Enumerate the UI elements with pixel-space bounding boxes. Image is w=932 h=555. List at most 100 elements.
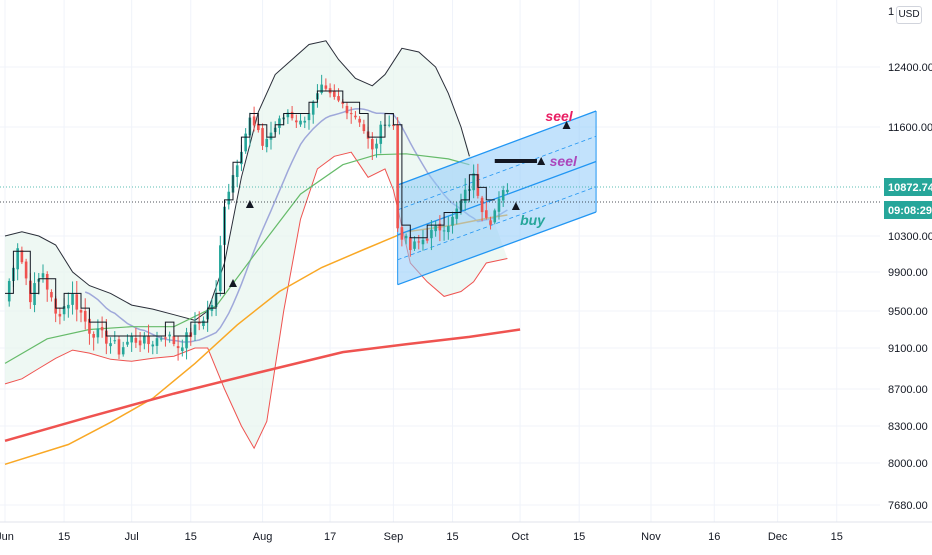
candle-body — [67, 304, 70, 309]
candle-body — [371, 138, 374, 150]
candle-body — [506, 189, 509, 193]
candle-body — [417, 241, 421, 243]
candle-body — [168, 334, 171, 337]
candle-body — [269, 132, 273, 140]
y-tick-label: 8700.00 — [888, 384, 928, 396]
signal-marker-2 — [228, 279, 237, 287]
channel-quarter-lower — [397, 186, 597, 261]
channel-mid — [397, 160, 597, 236]
step-trend-line — [5, 90, 495, 337]
candle-body — [497, 198, 501, 212]
candle-body — [413, 241, 416, 249]
candle-body — [20, 250, 24, 263]
candle-body — [257, 123, 260, 131]
candle-body — [181, 347, 184, 351]
annotation-seel-mid: seel — [550, 153, 578, 169]
candle-body — [375, 143, 378, 149]
candle-body — [7, 280, 11, 302]
candle-body — [41, 273, 45, 278]
candle-body — [159, 338, 163, 340]
y-tick-label: 12400.00 — [888, 62, 932, 74]
candle-body — [75, 294, 79, 310]
candle-body — [299, 120, 302, 125]
candle-body — [265, 138, 269, 148]
candle-body — [387, 124, 391, 126]
candle-body — [286, 112, 290, 118]
candle-body — [400, 227, 404, 240]
candle-body — [109, 343, 112, 347]
candle-body — [126, 341, 129, 345]
candle-body — [421, 239, 425, 245]
candle-body — [501, 190, 505, 201]
candle-body — [113, 340, 117, 342]
candle-body — [455, 208, 459, 219]
candle-body — [235, 165, 239, 177]
channel-lower — [397, 211, 597, 286]
candle-body — [58, 313, 62, 317]
candle-body — [307, 113, 311, 121]
x-tick-label: Jun — [0, 531, 14, 543]
candle-body — [50, 292, 53, 298]
candle-body — [349, 113, 353, 115]
candle-body — [493, 210, 497, 223]
candle-body — [480, 197, 484, 213]
candle-body — [438, 223, 442, 231]
signal-marker-1 — [245, 200, 254, 208]
candle-body — [79, 310, 83, 313]
candle-body — [197, 322, 201, 324]
candle-body — [442, 230, 446, 232]
candle-body — [345, 105, 349, 114]
y-tick-label: 7680.00 — [888, 500, 928, 512]
candle-body — [252, 116, 256, 126]
candle-body — [83, 310, 87, 322]
x-tick-label: Nov — [641, 531, 661, 543]
candle-body — [100, 327, 104, 331]
candle-body — [362, 124, 366, 132]
x-tick-label: 15 — [446, 531, 458, 543]
y-tick-label: 8000.00 — [888, 458, 928, 470]
candle-body — [341, 101, 345, 104]
candle-body — [143, 335, 146, 344]
x-tick-label: Sep — [384, 531, 404, 543]
x-tick-label: 15 — [831, 531, 843, 543]
candle-body — [379, 124, 383, 144]
candle-body — [354, 115, 357, 118]
y-tick-label: 11600.00 — [888, 122, 932, 134]
y-tick-partial: 1 — [888, 6, 894, 18]
currency-button[interactable]: USD — [896, 6, 922, 24]
candle-body — [155, 338, 159, 346]
parallel-channel — [0, 110, 880, 286]
x-tick-label: 15 — [58, 531, 70, 543]
candle-body — [172, 336, 176, 345]
x-tick-label: Oct — [512, 531, 529, 543]
seel-marker-2 — [537, 157, 546, 165]
candle-body — [311, 101, 315, 115]
candle-body — [193, 324, 197, 335]
y-tick-label: 8300.00 — [888, 421, 928, 433]
annotations: seel seel buy — [520, 108, 578, 228]
candle-body — [320, 84, 323, 93]
candle-body — [409, 236, 412, 251]
seel-marker — [562, 121, 571, 129]
candle-body — [430, 229, 433, 239]
candle-body — [151, 344, 155, 347]
candle-body — [16, 248, 19, 270]
candle-body — [147, 336, 150, 345]
candle-body — [202, 320, 205, 327]
candle-body — [358, 118, 361, 123]
candle-body — [164, 337, 167, 339]
step-line — [5, 90, 495, 337]
x-tick-label: 17 — [324, 531, 336, 543]
x-axis: Jun 15 Jul 15 Aug 17 Sep 15 Oct 15 Nov 16 Dec 15 — [0, 521, 932, 543]
candle-body — [447, 226, 450, 233]
candle-body — [463, 189, 467, 204]
candle-body — [219, 245, 222, 292]
candle-body — [244, 133, 247, 152]
x-tick-label: 15 — [185, 531, 197, 543]
last-price-tag: 10872.74 — [888, 182, 932, 194]
candle-body — [392, 124, 395, 127]
candle-body — [451, 216, 454, 226]
x-tick-label: 16 — [708, 531, 720, 543]
